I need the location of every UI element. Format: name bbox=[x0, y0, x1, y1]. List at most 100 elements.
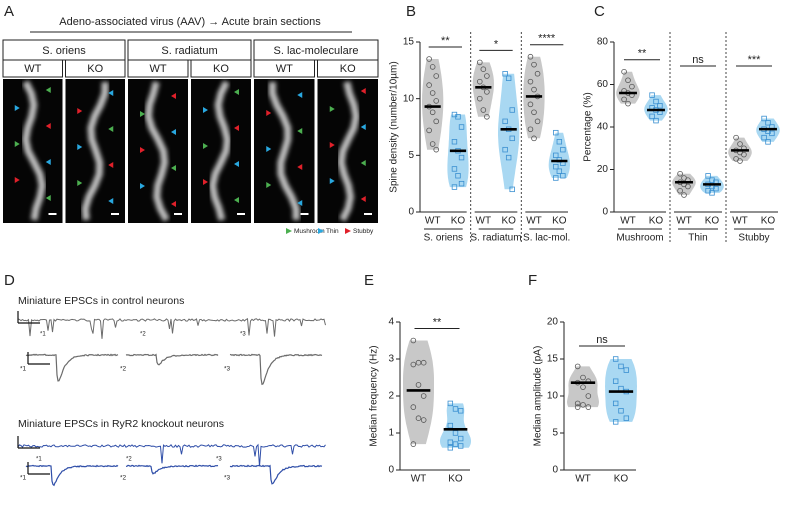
data-point bbox=[502, 118, 508, 125]
spine-marker bbox=[14, 141, 20, 147]
significance-label: * bbox=[494, 38, 499, 50]
spine-marker bbox=[203, 107, 208, 113]
data-point bbox=[429, 141, 436, 147]
data-point bbox=[653, 98, 659, 105]
y-axis-label: Percentage (%) bbox=[583, 92, 594, 161]
spine-marker bbox=[203, 179, 208, 185]
y-tick-label: 5 bbox=[552, 428, 558, 439]
y-tick-label: 60 bbox=[597, 79, 609, 90]
data-point bbox=[625, 100, 631, 107]
condition-label: KO bbox=[340, 63, 356, 75]
data-point bbox=[553, 175, 559, 181]
data-point bbox=[531, 109, 537, 116]
x-tick-label: KO bbox=[705, 216, 720, 227]
data-point bbox=[585, 404, 592, 410]
spine-marker bbox=[171, 165, 176, 171]
spine-marker bbox=[360, 124, 366, 130]
data-point bbox=[502, 146, 508, 153]
y-tick-label: 20 bbox=[547, 317, 559, 328]
spine-marker bbox=[234, 89, 239, 95]
y-tick-label: 20 bbox=[597, 164, 609, 175]
x-tick-label: KO bbox=[761, 216, 776, 227]
data-point bbox=[429, 109, 436, 116]
data-point bbox=[451, 184, 458, 190]
spine-marker bbox=[329, 106, 335, 112]
data-point bbox=[765, 139, 771, 145]
group-label: S. oriens bbox=[424, 233, 463, 244]
spine-marker bbox=[77, 144, 83, 150]
data-point bbox=[410, 404, 417, 410]
data-point bbox=[484, 73, 490, 79]
event-label: *3 bbox=[216, 457, 222, 463]
x-tick-label: KO bbox=[501, 216, 516, 227]
data-point bbox=[737, 158, 743, 164]
y-axis-label: Spine density (number/10µm) bbox=[389, 61, 400, 192]
data-point bbox=[761, 134, 767, 141]
trace bbox=[17, 443, 326, 467]
data-point bbox=[452, 441, 459, 447]
spine-marker bbox=[45, 87, 51, 93]
data-point bbox=[455, 114, 461, 120]
data-point bbox=[657, 103, 663, 109]
data-point bbox=[534, 70, 541, 77]
condition-header bbox=[127, 59, 189, 78]
data-point bbox=[618, 363, 624, 370]
condition-header bbox=[317, 59, 379, 78]
y-tick-label: 0 bbox=[552, 465, 558, 476]
trace bbox=[17, 318, 326, 339]
zoom-trace bbox=[229, 353, 323, 386]
data-point bbox=[681, 192, 687, 198]
spine-marker bbox=[108, 162, 114, 168]
data-point bbox=[433, 98, 440, 104]
data-point bbox=[649, 113, 655, 120]
data-point bbox=[426, 127, 432, 134]
data-point bbox=[433, 118, 440, 125]
legend-marker bbox=[286, 228, 292, 234]
y-tick-label: 5 bbox=[408, 150, 414, 161]
data-point bbox=[420, 417, 427, 423]
scale-bar bbox=[27, 352, 50, 365]
region-label: S. radiatum bbox=[161, 45, 217, 57]
data-point bbox=[625, 77, 631, 84]
violin bbox=[616, 71, 640, 104]
data-point bbox=[484, 89, 490, 95]
data-point bbox=[457, 435, 464, 442]
event-label: *2 bbox=[140, 332, 146, 338]
data-point bbox=[420, 359, 427, 366]
data-point bbox=[451, 139, 458, 145]
condition-header bbox=[190, 59, 252, 78]
data-point bbox=[527, 101, 534, 108]
data-point bbox=[476, 59, 483, 66]
spine-marker bbox=[171, 129, 176, 135]
y-tick-label: 4 bbox=[388, 317, 394, 328]
data-point bbox=[410, 441, 417, 447]
spine-marker bbox=[360, 160, 366, 166]
spine-marker bbox=[360, 196, 366, 202]
data-point bbox=[649, 92, 655, 98]
data-point bbox=[447, 445, 454, 451]
data-point bbox=[705, 173, 711, 179]
trace-title: Miniature EPSCs in control neurons bbox=[18, 295, 184, 307]
x-tick-label: KO bbox=[451, 216, 466, 227]
spine-marker bbox=[266, 110, 272, 116]
spine-marker bbox=[203, 143, 208, 149]
data-point bbox=[447, 422, 454, 429]
data-point bbox=[458, 180, 465, 187]
spine-marker bbox=[77, 180, 83, 186]
data-point bbox=[769, 130, 775, 137]
event-label: *1 bbox=[20, 366, 27, 373]
region-header bbox=[253, 39, 379, 61]
data-point bbox=[505, 154, 512, 161]
event-label: *3 bbox=[224, 366, 231, 373]
data-point bbox=[585, 393, 592, 399]
event-label: *2 bbox=[126, 457, 132, 463]
event-label: *1 bbox=[36, 457, 42, 463]
y-tick-label: 0 bbox=[602, 207, 608, 218]
spine-marker bbox=[234, 197, 239, 203]
trace-title: Miniature EPSCs in RyR2 knockout neurons bbox=[18, 418, 224, 430]
data-point bbox=[621, 96, 627, 103]
spine-marker bbox=[77, 108, 83, 114]
x-tick-label: WT bbox=[425, 216, 441, 227]
condition-header bbox=[65, 59, 126, 78]
significance-label: **** bbox=[538, 33, 556, 45]
